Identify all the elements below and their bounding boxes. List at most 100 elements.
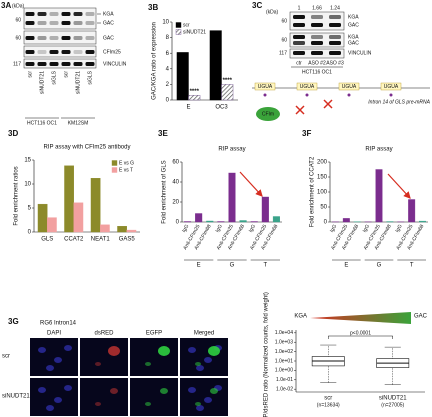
x-tick-label: IgG [362, 224, 371, 234]
y-tick-label: 1.0e-02 [276, 387, 293, 393]
band-label: KGA [103, 11, 114, 17]
y-tick-label: 6 [166, 51, 170, 57]
blot-frame [289, 11, 345, 31]
blot-band [311, 41, 323, 45]
blot-band [49, 50, 59, 54]
blot-band [329, 15, 341, 19]
legend-swatch [175, 29, 182, 35]
sample-size: (n=27005) [381, 402, 404, 408]
ratio-label: 1.66 [312, 5, 322, 11]
micrograph [30, 378, 78, 416]
y-tick-label: 1.0e+03 [275, 340, 293, 346]
band-label: CFIm25 [103, 49, 121, 55]
x-tick-label: CCAT2 [64, 237, 84, 243]
lane-label: ASO #3 [326, 60, 344, 66]
blot-band [73, 21, 83, 25]
bar [73, 202, 84, 233]
group-label: E [344, 263, 348, 269]
x-tick-label: IgG [394, 224, 403, 234]
nucleus [196, 405, 204, 411]
y-tick-label: 15 [24, 158, 31, 164]
protein-complex [256, 107, 280, 121]
significance: **** [190, 89, 200, 95]
y-tick-label: 0 [176, 220, 180, 226]
cell-signal [108, 346, 120, 356]
cell-line: HCT116 OC1 [27, 120, 57, 126]
motif-box [380, 82, 402, 91]
channel-label: dsRED [94, 331, 114, 337]
blot-band [293, 15, 305, 19]
x-tick-label: OC3 [215, 105, 228, 111]
band-label: KGA [348, 34, 359, 40]
blot-band [311, 35, 323, 39]
bar [117, 226, 127, 233]
blot-band [85, 21, 95, 25]
motif-label: UGUA [342, 84, 357, 90]
y-tick-label: 20 [172, 200, 179, 206]
cell-signal [158, 346, 170, 356]
cell-signal [145, 402, 151, 406]
nucleus [204, 397, 212, 403]
sample-size: (n=13634) [317, 402, 340, 408]
cell-line: KM12SM [68, 120, 89, 126]
bar [37, 203, 48, 233]
nucleus [46, 405, 54, 411]
x-tick-label: IgG [329, 224, 338, 234]
ratio-label: 1.24 [330, 5, 340, 11]
legend-swatch [175, 22, 182, 28]
group-label: T [263, 263, 267, 269]
y-tick-label: 8 [166, 35, 170, 41]
panel-label: 3G [8, 317, 19, 326]
lane-label: scr [63, 71, 69, 78]
bar [47, 217, 57, 233]
y-tick-label: 100 [317, 190, 328, 196]
chart-title: RIP assay with CFIm25 antibody [44, 145, 131, 151]
blot-band [37, 50, 47, 54]
band-label: GAC [348, 40, 359, 46]
blot-band [37, 21, 47, 25]
bar [408, 199, 416, 223]
y-tick-label: 2 [166, 82, 170, 88]
bar [272, 216, 280, 223]
bar [217, 221, 225, 223]
nucleus [196, 365, 204, 371]
blot-band [37, 36, 47, 40]
legend-label: siNUDT21 [183, 29, 206, 35]
blot-band [61, 12, 71, 16]
blot-band [293, 41, 305, 45]
blot-band [85, 36, 95, 40]
channel-label: EGFP [146, 331, 162, 337]
blot-band [329, 41, 341, 45]
blot-band [25, 50, 35, 54]
x-tick-label: IgG [215, 224, 224, 234]
blot-band [49, 36, 59, 40]
bar [64, 165, 74, 233]
nucleus [64, 345, 72, 351]
y-axis-label: EGFP/dsRED ratio (Normalized counts, fol… [264, 292, 270, 417]
cell-line: HCT116 OC1 [302, 69, 332, 75]
y-tick-label: 200 [317, 160, 328, 166]
bar [239, 220, 247, 223]
bar [209, 30, 222, 101]
y-tick-label: 1.0e+00 [275, 368, 293, 374]
marker-label: 117 [279, 50, 287, 56]
y-tick-label: 4 [166, 66, 170, 72]
x-tick-label: GLS [41, 237, 53, 243]
gradient-label: KGA [294, 314, 307, 320]
row-label: scr [2, 354, 10, 360]
motif-label: UGUA [258, 84, 273, 90]
panel-label: 3D [8, 129, 18, 138]
lane-label: ctr [296, 60, 302, 66]
blot-band [37, 62, 47, 66]
blot-band [61, 21, 71, 25]
x-tick-label: GAS5 [119, 237, 136, 243]
trend-arrow [387, 173, 411, 199]
row-label: siNUDT21 [2, 394, 30, 400]
nucleus [54, 357, 62, 363]
ratio-label: 1 [298, 5, 301, 11]
blot-frame [23, 30, 97, 45]
motif-box [296, 82, 318, 91]
group-label: T [410, 263, 414, 269]
band-label: GAC [103, 35, 114, 41]
